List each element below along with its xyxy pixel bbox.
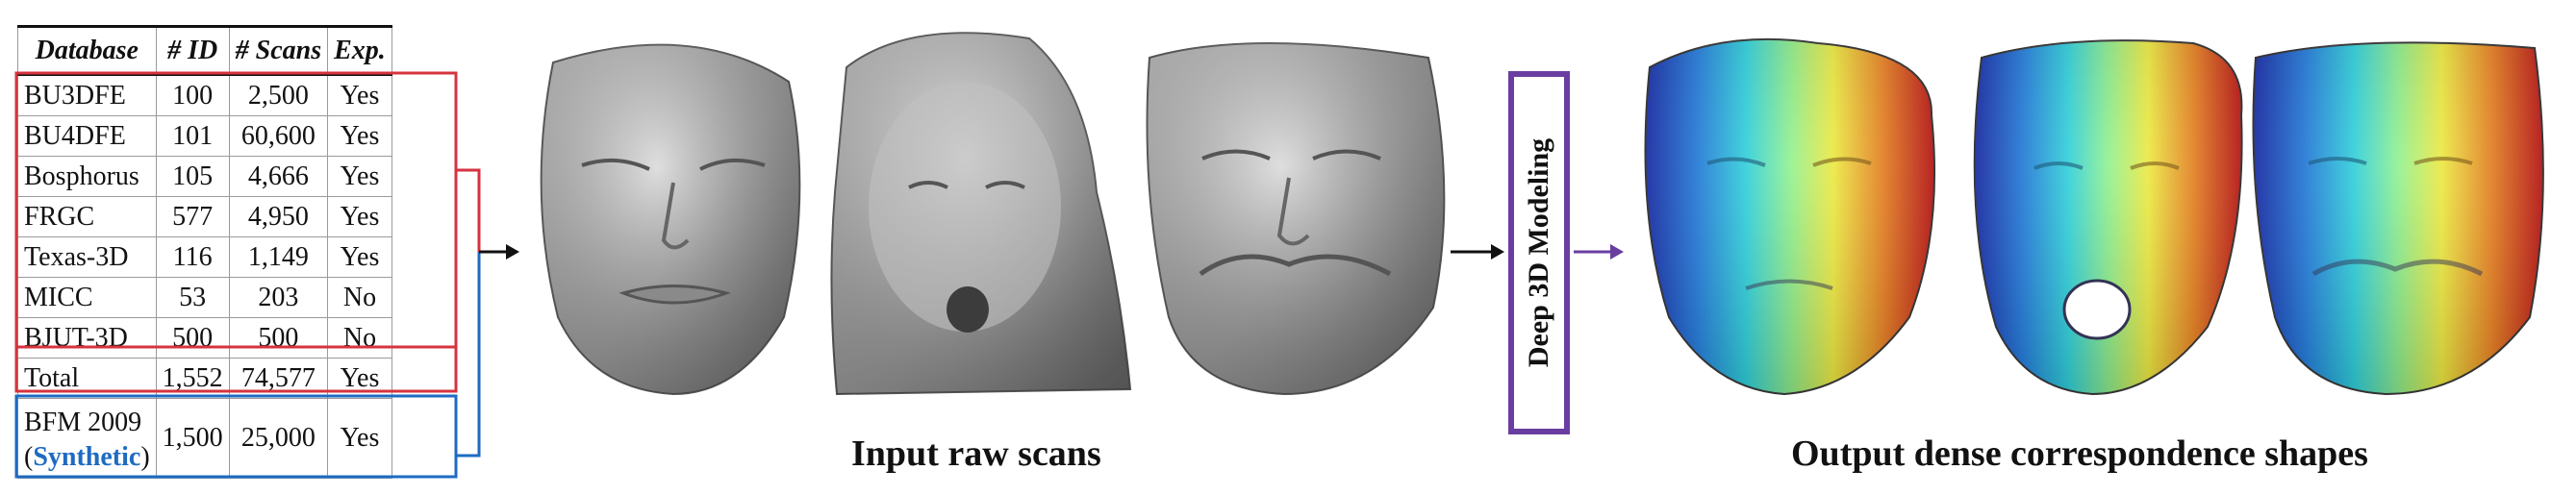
cell-exp: Yes [327, 115, 392, 157]
table-row: Bosphorus 105 4,666 Yes [17, 156, 392, 197]
header-database: Database [17, 25, 157, 76]
model-label: Deep 3D Modeling [1523, 137, 1555, 368]
cell-exp: Yes [327, 156, 392, 197]
close-paren: ) [140, 442, 150, 472]
face-scan-icon [1146, 42, 1446, 396]
cell-database: FRGC [17, 196, 157, 237]
cell-database: Texas-3D [17, 236, 157, 278]
face-scan-icon [1973, 39, 2243, 396]
cell-database: Bosphorus [17, 156, 157, 197]
cell-scans: 1,149 [228, 236, 329, 278]
open-paren: ( [24, 442, 34, 472]
cell-id: 101 [155, 115, 230, 157]
cell-id: 577 [155, 196, 230, 237]
input-caption: Input raw scans [851, 433, 1101, 474]
cell-database: BJUT-3D [17, 317, 157, 359]
arrow-right-icon [1491, 244, 1504, 260]
cell-synthetic-id: 1,500 [155, 398, 230, 479]
cell-database: BU4DFE [17, 115, 157, 157]
table-row: FRGC 577 4,950 Yes [17, 196, 392, 237]
synthetic-db-connector [456, 252, 481, 458]
cell-id: 105 [155, 156, 230, 197]
table-row: Texas-3D 116 1,149 Yes [17, 236, 392, 278]
face-scan-icon [1644, 37, 1936, 396]
arrow-right-icon [506, 244, 519, 260]
cell-scans: 60,600 [228, 115, 329, 157]
cell-scans: 4,666 [228, 156, 329, 197]
arrow-right-icon [1610, 244, 1624, 260]
cell-id: 53 [155, 277, 230, 318]
face-scan-icon [830, 32, 1132, 396]
cell-synthetic-exp: Yes [327, 398, 392, 479]
cell-id: 100 [155, 74, 230, 116]
header-id: # ID [155, 25, 230, 76]
cell-exp: Yes [327, 74, 392, 116]
model-box: Deep 3D Modeling [1508, 71, 1570, 434]
cell-exp: Yes [327, 236, 392, 278]
header-scans: # Scans [228, 25, 329, 76]
cell-scans: 203 [228, 277, 329, 318]
cell-synthetic-name: BFM 2009 (Synthetic) [17, 398, 157, 479]
cell-synthetic-scans: 25,000 [228, 398, 329, 479]
cell-scans: 4,950 [228, 196, 329, 237]
real-db-group-box [14, 71, 458, 393]
cell-exp: No [327, 277, 392, 318]
table-synthetic-row: BFM 2009 (Synthetic) 1,500 25,000 Yes [17, 398, 392, 479]
output-caption: Output dense correspondence shapes [1791, 433, 2368, 474]
cell-exp: Yes [327, 196, 392, 237]
cell-database: MICC [17, 277, 157, 318]
synthetic-db-name: BFM 2009 [24, 408, 142, 437]
synthetic-db-group-box [14, 394, 458, 479]
synthetic-tag: Synthetic [33, 442, 141, 472]
face-scan-icon [540, 43, 801, 396]
face-scan-icon [2252, 41, 2544, 396]
table-row: MICC 53 203 No [17, 277, 392, 318]
table-row: BU4DFE 101 60,600 Yes [17, 115, 392, 157]
database-table: Database # ID # Scans Exp. BU3DFE 100 2,… [17, 25, 392, 479]
real-db-connector [456, 168, 481, 252]
